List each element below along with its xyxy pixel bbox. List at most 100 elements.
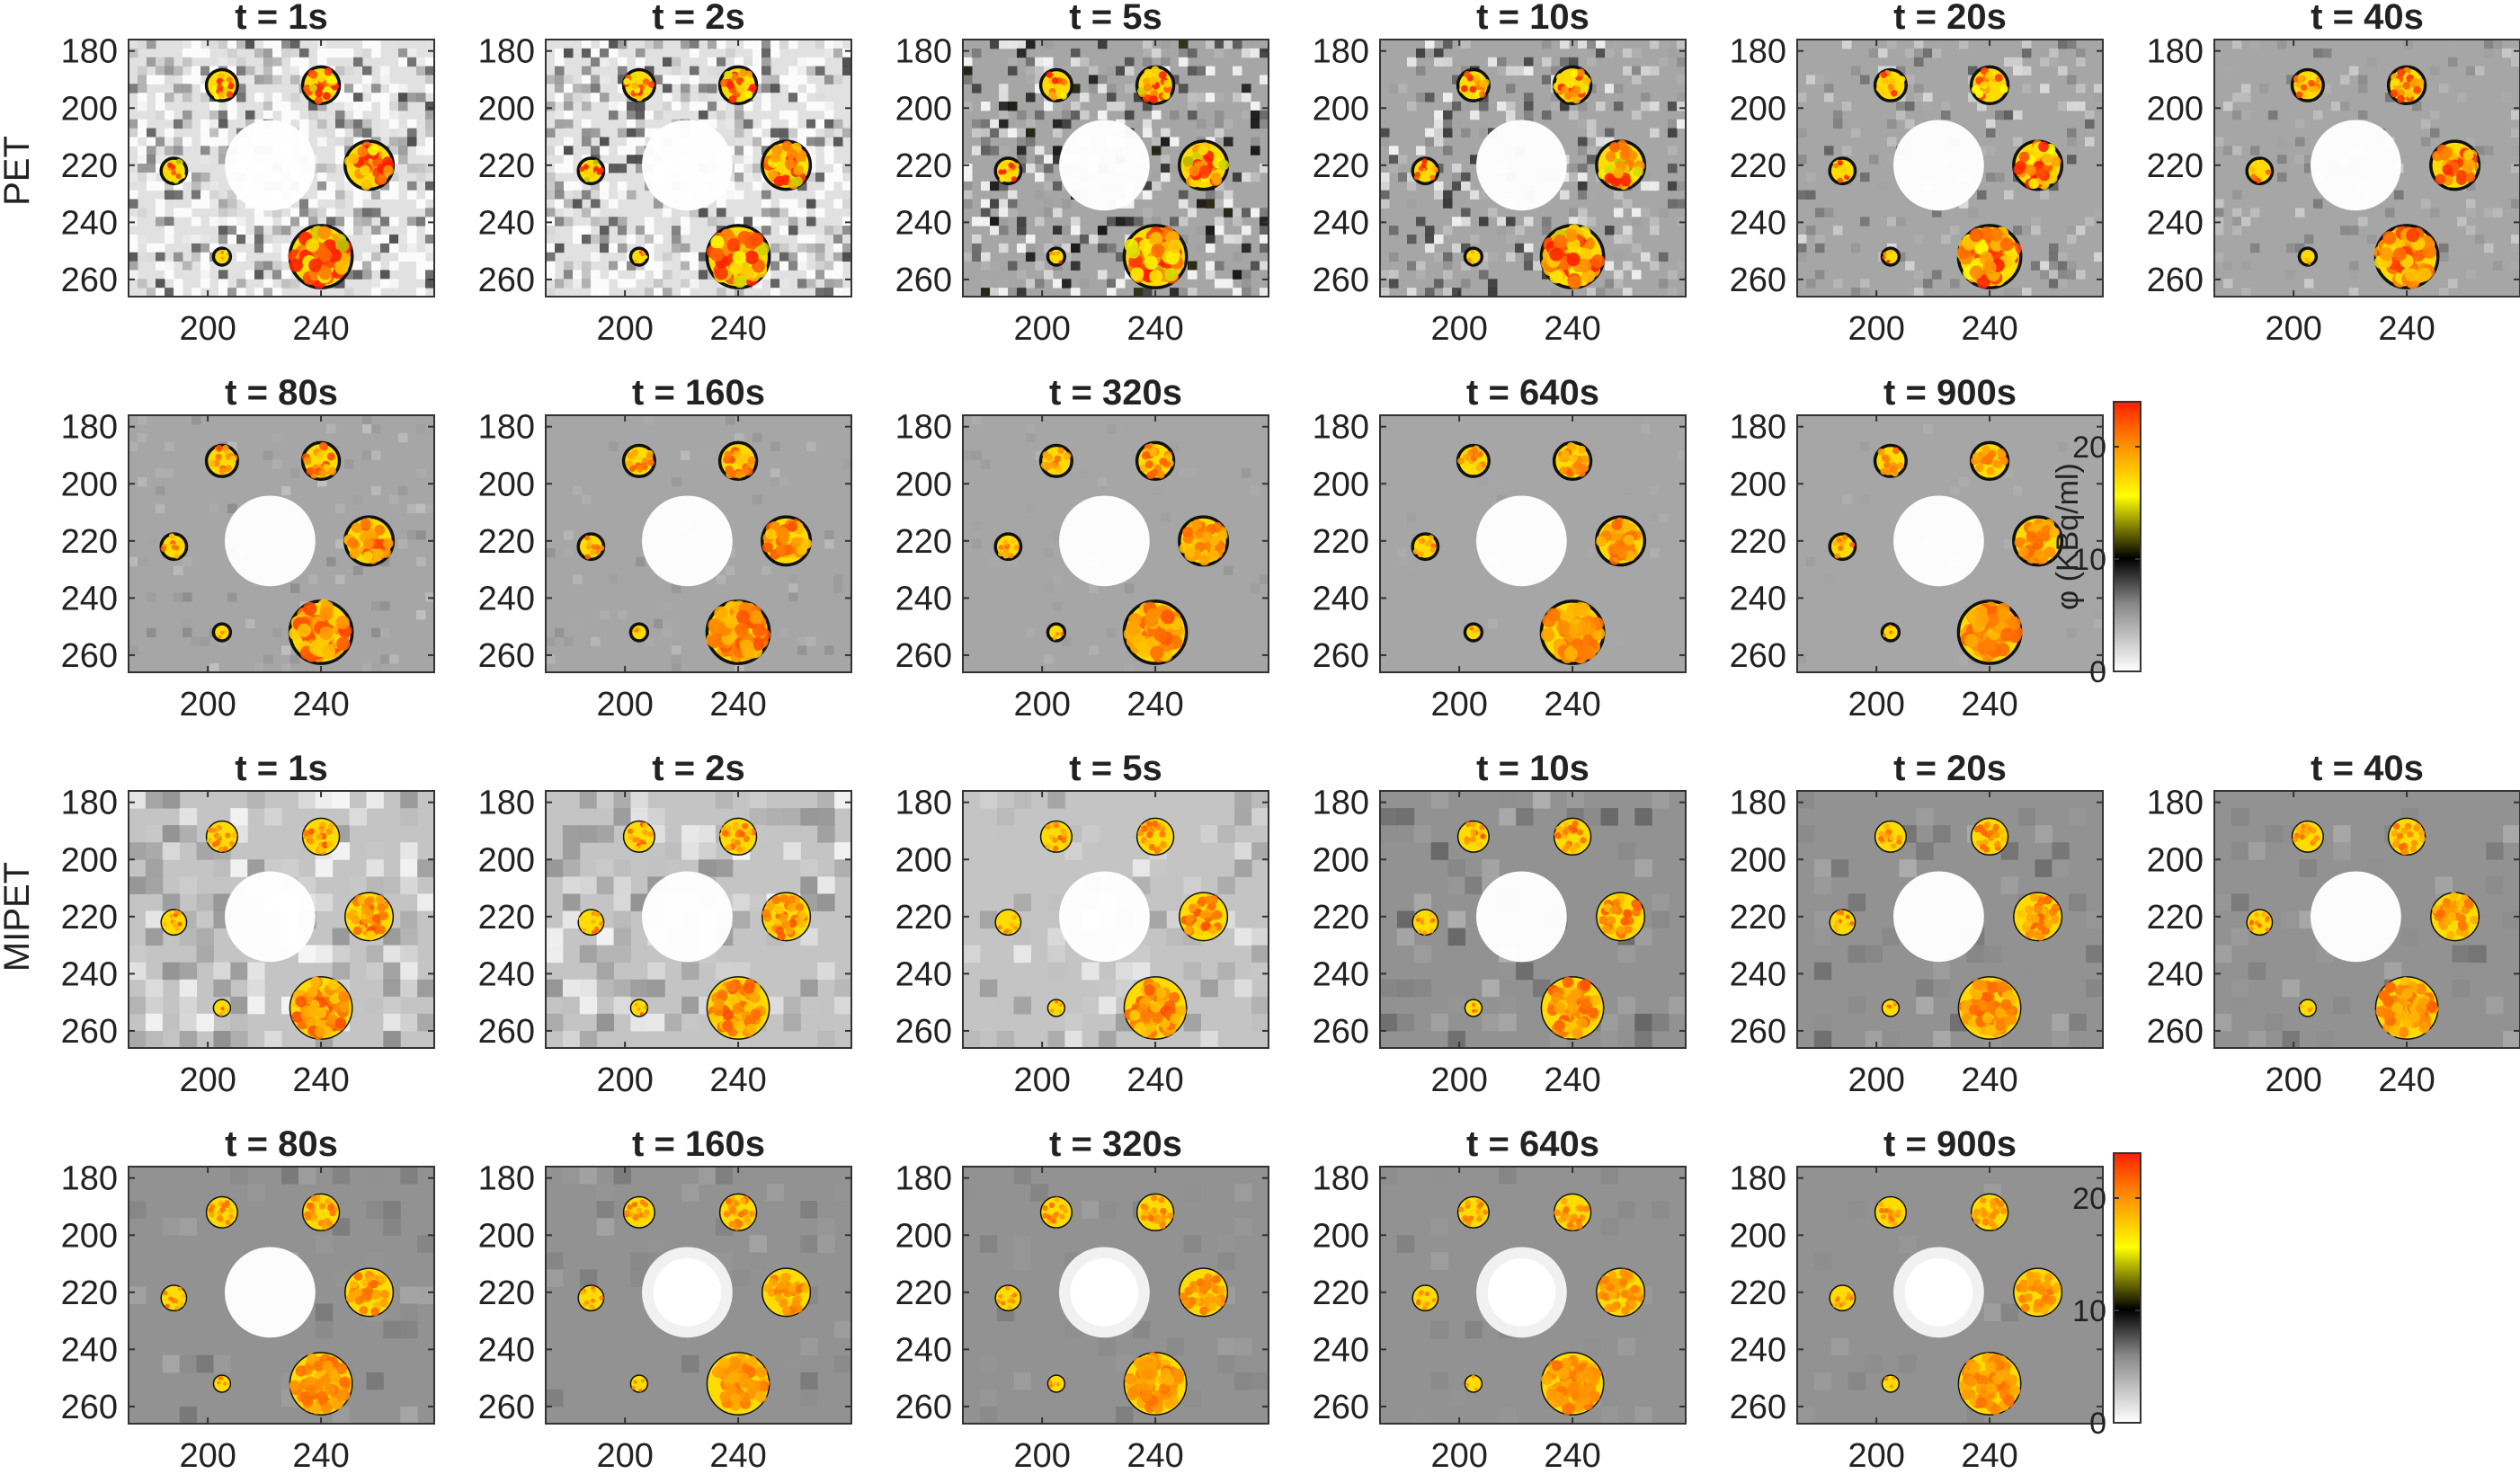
pet-panel-t80: t = 80s 180 200 220 240 260 200 240 xyxy=(61,373,435,724)
axes-frame xyxy=(545,790,852,1049)
sphere-4 xyxy=(1956,599,2023,665)
sphere-6 xyxy=(994,909,1022,937)
x-tick-label: 200 xyxy=(1848,1061,1904,1099)
cold-region xyxy=(225,871,316,963)
sphere-2 xyxy=(300,440,342,482)
pet-panel-t1: t = 1s 180 200 220 240 260 200 240 xyxy=(61,0,435,348)
y-tick-label: 220 xyxy=(478,523,535,561)
sphere-4 xyxy=(1123,976,1188,1040)
sphere-1 xyxy=(1456,443,1491,478)
sphere-4 xyxy=(1540,976,1605,1040)
sphere-6 xyxy=(1829,1284,1857,1312)
x-tick-label: 200 xyxy=(1013,1061,1070,1099)
sphere-5 xyxy=(628,622,650,643)
sphere-6 xyxy=(159,532,189,562)
x-tick-label: 200 xyxy=(2265,310,2321,348)
y-tick-label: 260 xyxy=(1730,1389,1786,1426)
sphere-1 xyxy=(2291,820,2324,853)
sphere-6 xyxy=(1829,909,1857,937)
sphere-1 xyxy=(1456,1195,1490,1229)
sphere-4 xyxy=(1122,224,1189,289)
y-tick-label: 260 xyxy=(61,1389,118,1426)
y-tick-label: 180 xyxy=(61,409,118,447)
y-tick-label: 200 xyxy=(1313,90,1369,128)
pet-panel-t20: t = 20s 180 200 220 240 260 200 240 xyxy=(1730,0,2104,348)
y-tick-label: 200 xyxy=(61,466,118,503)
sphere-4 xyxy=(705,224,771,289)
mipet-panel-t160: t = 160s 180 200 220 240 260 200 240 xyxy=(478,1124,852,1474)
sphere-6 xyxy=(993,156,1023,186)
sphere-2 xyxy=(1969,440,2010,482)
sphere-4 xyxy=(1957,976,2022,1040)
sphere-4 xyxy=(706,976,770,1040)
y-tick-label: 180 xyxy=(1730,33,1786,71)
colorbar-mipet: 0 10 20 xyxy=(2072,1152,2142,1441)
sphere-6 xyxy=(1828,532,1857,562)
y-tick-label: 220 xyxy=(1730,899,1786,937)
pet-panel-t10: t = 10s 180 200 220 240 260 200 240 xyxy=(1313,0,1687,348)
y-tick-label: 240 xyxy=(895,204,952,242)
pet-panel-t5: t = 5s 180 200 220 240 260 200 240 xyxy=(895,0,1269,348)
y-tick-label: 180 xyxy=(895,409,952,447)
x-tick-label: 200 xyxy=(596,1437,653,1474)
x-tick-label: 200 xyxy=(1013,686,1070,724)
sphere-5 xyxy=(1464,1374,1483,1393)
axes-frame xyxy=(1796,1166,2104,1425)
sphere-6 xyxy=(993,532,1023,562)
y-tick-label: 240 xyxy=(61,955,118,993)
panel-title: t = 80s xyxy=(225,373,338,413)
x-tick-label: 200 xyxy=(1430,1061,1487,1099)
sphere-2 xyxy=(1135,817,1175,857)
cold-region xyxy=(1476,871,1567,963)
sphere-2 xyxy=(718,1193,758,1232)
sphere-4 xyxy=(1122,599,1189,665)
sphere-5 xyxy=(1880,246,1901,267)
axes-frame xyxy=(1796,790,2104,1049)
y-tick-label: 200 xyxy=(478,1217,535,1255)
y-tick-label: 220 xyxy=(1730,147,1786,185)
sphere-5 xyxy=(1046,1374,1066,1393)
panel-title: t = 900s xyxy=(1883,373,2017,413)
sphere-6 xyxy=(1411,909,1439,937)
y-tick-label: 260 xyxy=(478,262,535,299)
sphere-5 xyxy=(1464,999,1483,1017)
y-tick-label: 240 xyxy=(895,955,952,993)
axes-frame xyxy=(1379,39,1687,297)
y-tick-label: 200 xyxy=(478,90,535,128)
y-tick-label: 220 xyxy=(478,147,535,185)
y-tick-label: 220 xyxy=(2147,147,2204,185)
axes-frame xyxy=(962,790,1269,1049)
sphere-4 xyxy=(705,599,771,665)
sphere-4 xyxy=(1956,224,2023,289)
x-tick-label: 240 xyxy=(292,686,349,724)
y-tick-label: 180 xyxy=(895,785,952,822)
y-tick-label: 240 xyxy=(1313,955,1369,993)
y-tick-label: 220 xyxy=(895,1274,952,1312)
y-tick-label: 200 xyxy=(478,841,535,879)
sphere-5 xyxy=(1463,622,1484,643)
sphere-2 xyxy=(717,65,759,106)
y-tick-label: 260 xyxy=(895,262,952,299)
sphere-6 xyxy=(994,1284,1022,1312)
x-tick-label: 200 xyxy=(596,686,653,724)
sphere-3 xyxy=(1178,515,1230,567)
sphere-4 xyxy=(1540,1352,1605,1416)
x-tick-label: 240 xyxy=(292,1437,349,1474)
x-tick-label: 240 xyxy=(1961,310,2017,348)
sphere-2 xyxy=(1135,1193,1175,1232)
sphere-1 xyxy=(621,67,656,102)
y-tick-label: 180 xyxy=(478,1160,535,1198)
cold-region xyxy=(1059,495,1150,587)
mipet-panel-t40: t = 40s 180 200 220 240 260 200 240 xyxy=(2147,749,2520,1099)
y-tick-label: 260 xyxy=(1730,262,1786,299)
sphere-6 xyxy=(1411,156,1440,186)
sphere-2 xyxy=(301,1193,341,1232)
x-tick-label: 200 xyxy=(1430,310,1487,348)
sphere-5 xyxy=(1046,622,1067,643)
x-tick-label: 200 xyxy=(1430,686,1487,724)
y-tick-label: 180 xyxy=(478,785,535,822)
sphere-5 xyxy=(2297,246,2319,267)
colorbar-label: φ (KBq/ml) xyxy=(2051,463,2085,610)
